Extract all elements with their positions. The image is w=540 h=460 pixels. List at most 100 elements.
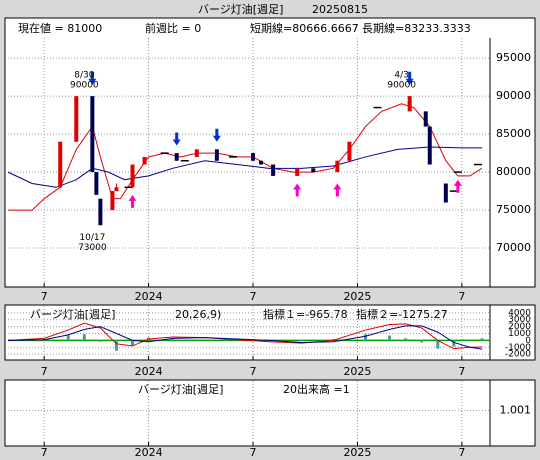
y-tick-label: 1.001 xyxy=(500,404,532,417)
panel-title: バージ灯油[週足] xyxy=(138,382,223,396)
candle-body xyxy=(142,156,147,165)
x-tick-label: 7 xyxy=(458,290,465,303)
x-tick-label: 2025 xyxy=(343,446,371,459)
signal-arrow xyxy=(128,194,137,208)
candle-body xyxy=(74,96,79,142)
candle-body xyxy=(423,111,428,127)
candle-body xyxy=(94,172,99,195)
x-tick-label: 2024 xyxy=(135,365,163,378)
x-tick-label: 7 xyxy=(41,365,48,378)
volume-panel xyxy=(4,379,536,447)
y-tick-label: 90000 xyxy=(496,89,531,102)
indicator: 指標１=-965.78 xyxy=(263,307,348,321)
histogram-bar xyxy=(98,340,102,342)
x-tick-label: 7 xyxy=(250,446,257,459)
date: 20250815 xyxy=(312,3,368,16)
x-tick-label: 2024 xyxy=(135,290,163,303)
candle-body xyxy=(194,149,199,157)
histogram-bar xyxy=(235,340,239,342)
x-tick-label: 7 xyxy=(41,446,48,459)
histogram-bar xyxy=(436,340,440,349)
y-tick-label: 4000 xyxy=(508,308,531,318)
x-tick-label: 2024 xyxy=(135,446,163,459)
candle-body xyxy=(311,168,316,173)
annotation-value: 73000 xyxy=(78,243,107,253)
line xyxy=(7,146,482,188)
candle-body xyxy=(174,153,179,161)
stat: 短期線=80666.6667 xyxy=(250,21,359,35)
candle-body xyxy=(214,149,219,161)
stat: 現在値 = 81000 xyxy=(18,22,102,35)
y-tick-label: 1000 xyxy=(508,329,531,339)
histogram-bar xyxy=(420,340,424,343)
signal-arrow xyxy=(453,179,462,193)
candle-body xyxy=(98,198,103,226)
signal-arrow xyxy=(405,71,414,85)
x-tick-label: 7 xyxy=(250,290,257,303)
annotation-label: 8/30 xyxy=(74,71,94,81)
indicator: 指標２=-1275.27 xyxy=(356,307,448,321)
histogram-bar xyxy=(452,340,456,347)
y-tick-label: 95000 xyxy=(496,51,531,64)
macd-panel xyxy=(4,304,536,361)
signal-arrow xyxy=(88,71,97,85)
candle-body xyxy=(407,96,412,112)
histogram-bar xyxy=(404,338,408,341)
candle-body xyxy=(110,191,115,211)
histogram-bar xyxy=(131,340,135,346)
candle-body xyxy=(295,168,300,176)
y-tick-label: -2000 xyxy=(505,350,531,360)
x-tick-label: 7 xyxy=(458,446,465,459)
histogram-bar xyxy=(114,340,118,351)
y-tick-label: 3000 xyxy=(508,315,531,325)
histogram-bar xyxy=(480,338,484,341)
x-tick-label: 2025 xyxy=(343,365,371,378)
candle-body xyxy=(427,126,432,165)
y-tick-label: 70000 xyxy=(496,241,531,254)
histogram-bar xyxy=(388,335,392,341)
histogram-bar xyxy=(331,339,335,341)
annotation-label: 4/3 xyxy=(394,71,408,81)
annotation-value: 90000 xyxy=(387,81,416,91)
candle-body xyxy=(443,183,448,203)
candle-body xyxy=(251,153,256,161)
histogram-bar xyxy=(171,339,175,341)
volume-label: 20出来高 =1 xyxy=(283,382,350,396)
candle-body xyxy=(58,141,63,188)
stat: 前週比 = 0 xyxy=(145,21,201,35)
candle-body xyxy=(259,160,264,165)
histogram-bar xyxy=(299,340,303,342)
chart-title: バージ灯油[週足] xyxy=(198,2,283,16)
signal-arrow xyxy=(172,132,181,146)
x-tick-label: 7 xyxy=(458,365,465,378)
candle-body xyxy=(90,96,95,173)
x-tick-label: 7 xyxy=(250,365,257,378)
histogram-bar xyxy=(363,334,367,341)
annotation-label: 10/17 xyxy=(79,233,105,243)
signal-arrow xyxy=(293,183,302,197)
panel-title: バージ灯油[週足] xyxy=(30,307,115,321)
params: 20,26,9) xyxy=(175,308,221,321)
y-tick-label: 80000 xyxy=(496,165,531,178)
line xyxy=(7,325,483,350)
candle-body xyxy=(335,160,340,173)
histogram-bar xyxy=(66,335,70,341)
histogram-bar xyxy=(267,340,271,342)
candle-body xyxy=(114,187,119,192)
candle-body xyxy=(347,141,352,161)
y-tick-label: 0 xyxy=(525,336,531,346)
x-tick-label: 7 xyxy=(41,290,48,303)
line xyxy=(7,322,482,350)
stat: 長期線=83233.3333 xyxy=(362,21,471,35)
signal-arrow xyxy=(212,128,221,142)
annotation-value: 90000 xyxy=(70,81,99,91)
candle-body xyxy=(130,164,135,188)
x-tick-label: 2025 xyxy=(343,290,371,303)
y-tick-label: -1000 xyxy=(505,343,531,353)
y-tick-label: 85000 xyxy=(496,127,531,140)
y-tick-label: 2000 xyxy=(508,322,531,332)
signal-arrow xyxy=(333,183,342,197)
histogram-bar xyxy=(82,334,86,341)
candle-body xyxy=(271,164,276,176)
